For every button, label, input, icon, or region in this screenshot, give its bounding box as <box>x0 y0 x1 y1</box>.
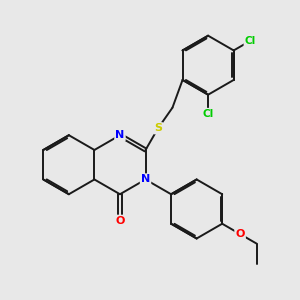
Text: N: N <box>141 175 150 184</box>
Text: O: O <box>115 216 125 226</box>
Text: Cl: Cl <box>202 109 214 119</box>
Text: S: S <box>154 123 162 133</box>
Text: N: N <box>115 130 124 140</box>
Text: O: O <box>236 229 245 239</box>
Text: Cl: Cl <box>245 36 256 46</box>
